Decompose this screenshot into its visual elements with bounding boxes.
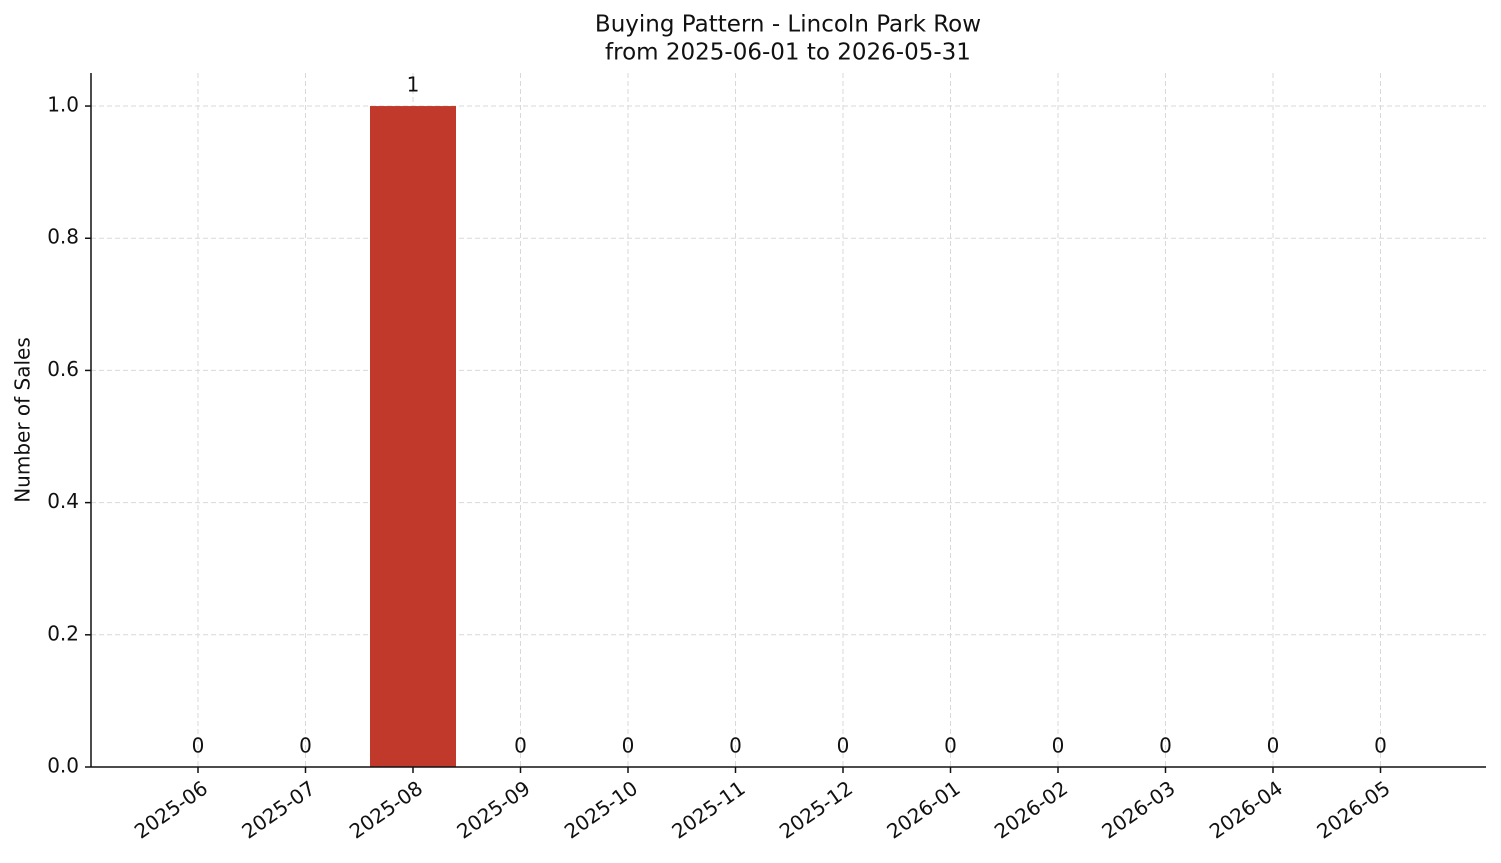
data-label: 0 <box>1159 734 1172 758</box>
x-tick-label: 2025-06 <box>130 776 212 844</box>
x-tick-label: 2025-11 <box>667 776 749 844</box>
chart-title: Buying Pattern - Lincoln Park Row <box>595 12 981 38</box>
data-label: 0 <box>1374 734 1387 758</box>
x-tick-label: 2025-09 <box>452 776 534 844</box>
chart-subtitle: from 2025-06-01 to 2026-05-31 <box>605 40 971 66</box>
x-tick-label: 2025-08 <box>345 776 427 844</box>
data-label: 0 <box>837 734 850 758</box>
x-tick-label: 2026-05 <box>1312 776 1394 844</box>
data-label: 1 <box>407 73 420 97</box>
data-label: 0 <box>944 734 957 758</box>
y-axis-label: Number of Sales <box>11 337 35 503</box>
data-label: 0 <box>514 734 527 758</box>
x-tick-label: 2025-07 <box>237 776 319 844</box>
data-label: 0 <box>1267 734 1280 758</box>
x-tick-label: 2025-10 <box>560 776 642 844</box>
y-tick-label: 0.0 <box>47 754 79 778</box>
x-tick-label: 2026-02 <box>990 776 1072 844</box>
data-label: 0 <box>192 734 205 758</box>
data-label: 0 <box>299 734 312 758</box>
data-label: 0 <box>1052 734 1065 758</box>
x-tick-label: 2026-03 <box>1097 776 1179 844</box>
y-tick-label: 0.8 <box>47 225 79 249</box>
y-tick-label: 1.0 <box>47 93 79 117</box>
y-tick-label: 0.2 <box>47 621 79 645</box>
y-tick-label: 0.4 <box>47 489 79 513</box>
y-tick-label: 0.6 <box>47 357 79 381</box>
x-tick-label: 2025-12 <box>775 776 857 844</box>
data-label: 0 <box>622 734 635 758</box>
x-tick-label: 2026-01 <box>882 776 964 844</box>
x-tick-label: 2026-04 <box>1205 776 1287 844</box>
data-label: 0 <box>729 734 742 758</box>
bar <box>370 106 456 768</box>
